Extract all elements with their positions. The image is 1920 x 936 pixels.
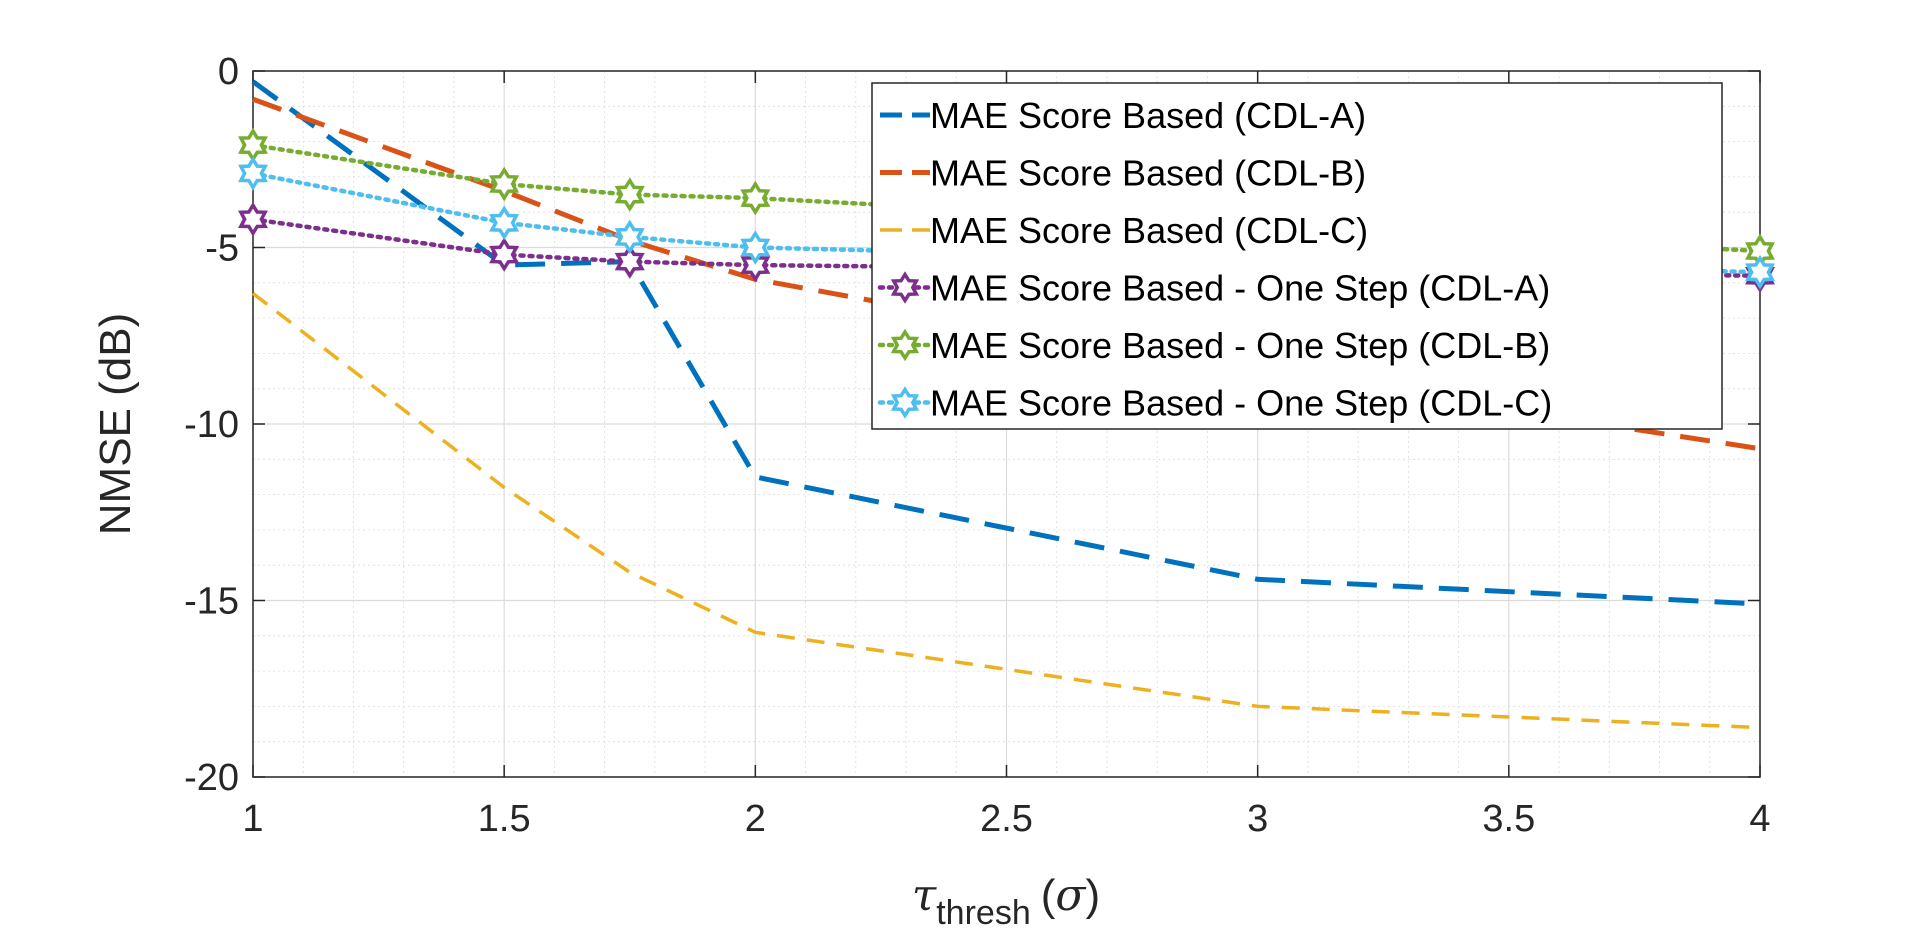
legend-entry: MAE Score Based (CDL-B) [880, 153, 1366, 194]
legend-label: MAE Score Based (CDL-C) [930, 210, 1368, 251]
y-tick-label: 0 [218, 51, 239, 93]
data-point-marker [740, 247, 771, 283]
legend-label: MAE Score Based - One Step (CDL-C) [930, 383, 1552, 424]
legend-box [871, 82, 1723, 430]
legend-entry: MAE Score Based - One Step (CDL-A) [877, 268, 1550, 309]
legend-label: MAE Score Based (CDL-B) [930, 153, 1366, 194]
x-tick-label: 2.5 [980, 798, 1033, 840]
y-tick-label: -10 [184, 404, 239, 446]
data-point-marker [1745, 254, 1775, 290]
x-tick-label: 3 [1247, 798, 1268, 840]
x-tick-label: 3.5 [1482, 798, 1535, 840]
legend-label: MAE Score Based (CDL-A) [930, 95, 1366, 136]
data-point-marker [489, 237, 520, 272]
legend-label: MAE Score Based - One Step (CDL-A) [930, 268, 1550, 309]
series-lines [238, 79, 1775, 730]
x-axis-label-unit-symbol: σ [1055, 870, 1087, 921]
x-tick-label: 4 [1749, 798, 1770, 840]
legend-entry: MAE Score Based - One Step (CDL-C) [877, 383, 1552, 424]
data-point-marker [489, 166, 520, 202]
y-tick-label: -15 [184, 581, 239, 623]
y-axis-label: NMSE (dB) [91, 313, 140, 535]
x-axis-label-unit-close: ) [1085, 871, 1100, 920]
data-point-marker [614, 219, 645, 255]
x-tick-label: 1 [242, 798, 263, 840]
y-tick-label: -20 [184, 757, 239, 799]
legend-entry: MAE Score Based (CDL-A) [880, 95, 1366, 136]
data-point-marker [238, 202, 268, 237]
legend-marker [890, 271, 920, 304]
series-6 [238, 156, 1775, 290]
legend-label: MAE Score Based - One Step (CDL-B) [930, 325, 1550, 366]
series-1 [251, 79, 1761, 607]
data-point-marker [238, 127, 268, 163]
legend: MAE Score Based (CDL-A) MAE Score Based (… [871, 82, 1723, 430]
x-axis-label-symbol: τ [912, 870, 937, 921]
legend-marker [890, 386, 920, 419]
x-tick-label: 2 [745, 798, 766, 840]
legend-marker [890, 328, 920, 362]
x-axis-label-unit-open: ( [1041, 871, 1056, 920]
data-point-marker [614, 177, 645, 212]
x-axis-label: τthresh (σ) [912, 870, 1100, 932]
x-tick-label: 1.5 [478, 798, 531, 840]
legend-entry: MAE Score Based - One Step (CDL-B) [877, 325, 1550, 366]
x-axis-label-subscript: thresh [936, 894, 1031, 932]
legend-items: MAE Score Based (CDL-A) MAE Score Based (… [877, 95, 1552, 424]
y-tick-label: -5 [205, 228, 239, 270]
axis-ticks: 1 1.5 2 2.5 3 3.5 4 0 -5 -10 -15 -20 [184, 51, 1770, 840]
data-point-marker [489, 205, 520, 241]
data-point-marker [740, 180, 771, 216]
data-point-marker [614, 244, 645, 279]
legend-entry: MAE Score Based (CDL-C) [880, 210, 1368, 251]
data-point-marker [238, 156, 268, 191]
data-point-marker [740, 230, 771, 265]
series-line [251, 79, 1761, 607]
